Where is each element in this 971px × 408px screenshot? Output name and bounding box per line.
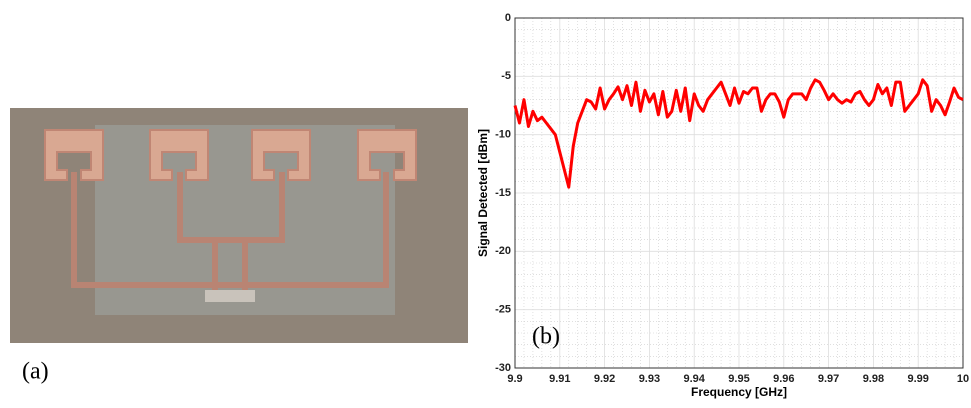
x-tick-label: 9.94 xyxy=(683,373,705,385)
y-tick-label: -15 xyxy=(495,187,511,199)
plot-frame xyxy=(514,17,964,369)
y-tick-label: -30 xyxy=(495,362,511,374)
x-tick-label: 9.99 xyxy=(907,373,928,385)
y-tick-label: 0 xyxy=(505,12,511,24)
x-tick-label: 9.92 xyxy=(594,373,615,385)
chart: 9.9 9.91 9.92 9.93 9.94 9.95 9.96 9.97 9.98 9.99 1… xyxy=(476,12,969,399)
x-tick-label: 9.93 xyxy=(639,373,660,385)
x-axis-label: Frequency [GHz] xyxy=(691,385,787,399)
x-tick-label: 9.9 xyxy=(507,373,522,385)
y-tick-label: -25 xyxy=(495,304,511,316)
x-tick-label: 9.96 xyxy=(773,373,794,385)
x-tick-label: 10 xyxy=(957,373,969,385)
y-tick-label: -5 xyxy=(501,70,511,82)
y-axis-label: Signal Detected [dBm] xyxy=(476,129,490,257)
y-tick-label: -10 xyxy=(495,129,511,141)
y-tick-label: -20 xyxy=(495,245,511,257)
x-tick-label: 9.95 xyxy=(728,373,749,385)
x-tick-label: 9.97 xyxy=(818,373,839,385)
x-tick-label: 9.91 xyxy=(549,373,570,385)
circuit-photo: (a) xyxy=(10,108,468,385)
x-tick-label: 9.98 xyxy=(863,373,884,385)
panel-label: (b) xyxy=(532,324,560,350)
data-line xyxy=(513,78,964,189)
panel-label: (a) xyxy=(22,359,49,385)
